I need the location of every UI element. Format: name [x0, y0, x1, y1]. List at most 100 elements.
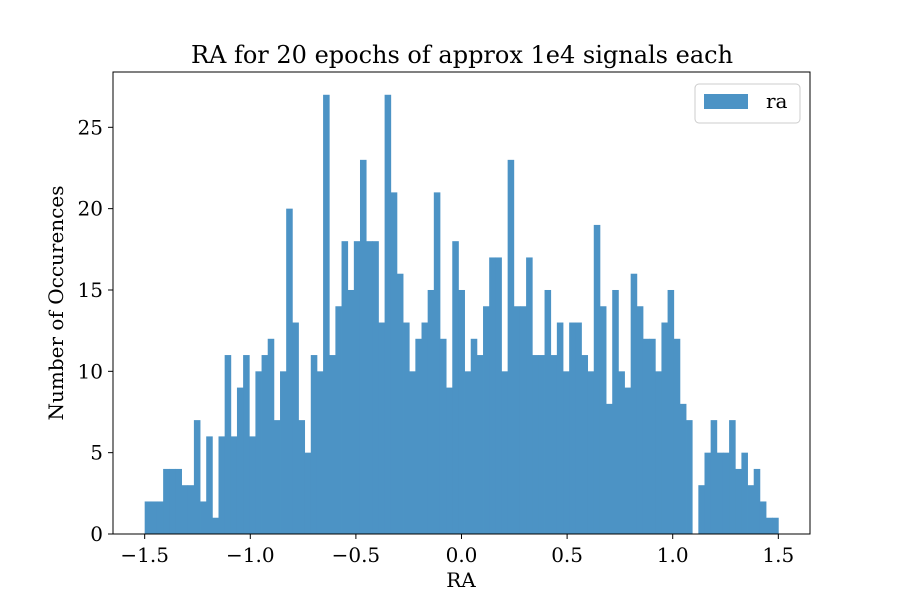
- histogram-bar: [747, 485, 755, 534]
- histogram-bar: [630, 273, 638, 534]
- histogram-bar: [163, 468, 170, 534]
- histogram-bar: [439, 338, 447, 534]
- histogram-bar: [538, 355, 545, 534]
- histogram-bar: [286, 208, 293, 534]
- histogram-bar: [452, 241, 459, 534]
- histogram-bar: [618, 371, 625, 534]
- histogram-bar: [396, 273, 404, 534]
- legend-label: ra: [766, 89, 788, 113]
- histogram-bar: [390, 192, 398, 534]
- histogram-bar: [729, 420, 736, 534]
- histogram-bar: [144, 501, 152, 534]
- histogram-bar: [476, 355, 484, 534]
- histogram-bar: [359, 159, 367, 534]
- histogram-bar: [200, 501, 207, 534]
- x-tick-label: −1.0: [226, 543, 275, 567]
- histogram-bar: [495, 257, 502, 534]
- histogram-bar: [587, 371, 595, 534]
- x-tick-label: −1.5: [120, 543, 169, 567]
- histogram-bar: [519, 306, 527, 534]
- chart-title: RA for 20 epochs of approx 1e4 signals e…: [191, 41, 733, 69]
- histogram-bar: [649, 338, 656, 534]
- x-tick-label: 1.5: [762, 543, 794, 567]
- legend-swatch: [704, 94, 748, 109]
- histogram-bar: [261, 355, 269, 534]
- histogram-bar: [556, 322, 564, 534]
- histogram-bar: [544, 289, 552, 534]
- histogram-bar: [710, 420, 718, 534]
- histogram-bar: [741, 452, 748, 534]
- histogram-bar: [224, 355, 232, 534]
- x-tick-label: 0.0: [446, 543, 478, 567]
- y-tick-label: 20: [78, 197, 103, 221]
- histogram-bar: [464, 371, 472, 534]
- histogram-bar: [353, 241, 361, 534]
- histogram-bar: [655, 371, 662, 534]
- x-tick-label: 1.0: [657, 543, 689, 567]
- histogram-bar: [563, 371, 570, 534]
- histogram-bar: [679, 403, 687, 534]
- y-tick-label: 25: [78, 115, 103, 139]
- histogram-bar: [569, 322, 576, 534]
- histogram-bar: [772, 517, 779, 534]
- histogram-bar: [335, 306, 342, 534]
- histogram-bar: [636, 306, 644, 534]
- histogram-bar: [378, 322, 386, 534]
- histogram-bar: [329, 355, 336, 534]
- histogram-bar: [661, 322, 668, 534]
- histogram-bar: [501, 371, 509, 534]
- histogram-bar: [470, 338, 478, 534]
- y-tick-label: 5: [90, 441, 103, 465]
- histogram-bar: [759, 501, 767, 534]
- histogram-bar: [722, 452, 730, 534]
- histogram-bar: [298, 420, 306, 534]
- histogram-bar: [206, 436, 213, 534]
- histogram-bar: [575, 322, 582, 534]
- histogram-bar: [280, 371, 287, 534]
- histogram-bar: [716, 452, 724, 534]
- histogram-bar: [212, 517, 219, 534]
- histogram-bar: [273, 420, 281, 534]
- histogram-bar: [489, 257, 496, 534]
- histogram-bar: [218, 436, 226, 534]
- histogram-bar: [673, 338, 681, 534]
- histogram-bar: [316, 371, 324, 534]
- x-axis-ticks: −1.5 −1.0 −0.5 0.0 0.5 1.0 1.5: [120, 534, 794, 567]
- histogram-bar: [292, 322, 299, 534]
- histogram-bar: [249, 436, 256, 534]
- x-tick-label: 0.5: [551, 543, 583, 567]
- histogram-bar: [667, 289, 675, 534]
- histogram-bar: [156, 501, 164, 534]
- y-tick-label: 0: [90, 522, 103, 546]
- histogram-bar: [526, 257, 533, 534]
- x-tick-label: −0.5: [332, 543, 381, 567]
- histogram-bar: [175, 468, 182, 534]
- histogram-bar: [304, 452, 312, 534]
- histogram-bar: [532, 355, 539, 534]
- histogram-bar: [255, 371, 262, 534]
- histogram-bars: [144, 94, 779, 534]
- histogram-bar: [230, 436, 238, 534]
- histogram-bar: [372, 241, 379, 534]
- histogram-bar: [181, 485, 189, 534]
- histogram-bar: [433, 192, 441, 534]
- histogram-bar: [550, 355, 558, 534]
- histogram-bar: [347, 289, 355, 534]
- histogram-bar: [193, 420, 201, 534]
- histogram-bar: [341, 241, 349, 534]
- histogram-bar: [735, 468, 742, 534]
- histogram-bar: [483, 306, 490, 534]
- histogram-bar: [169, 468, 176, 534]
- histogram-bar: [409, 371, 416, 534]
- histogram-bar: [753, 468, 761, 534]
- legend: ra: [694, 83, 801, 124]
- histogram-bar: [766, 517, 773, 534]
- histogram-bar: [267, 338, 275, 534]
- x-axis-label: RA: [446, 568, 476, 592]
- histogram-bar: [606, 403, 613, 534]
- histogram-bar: [421, 322, 429, 534]
- histogram-bar: [642, 338, 650, 534]
- histogram-bar: [581, 355, 589, 534]
- histogram-bar: [446, 387, 453, 534]
